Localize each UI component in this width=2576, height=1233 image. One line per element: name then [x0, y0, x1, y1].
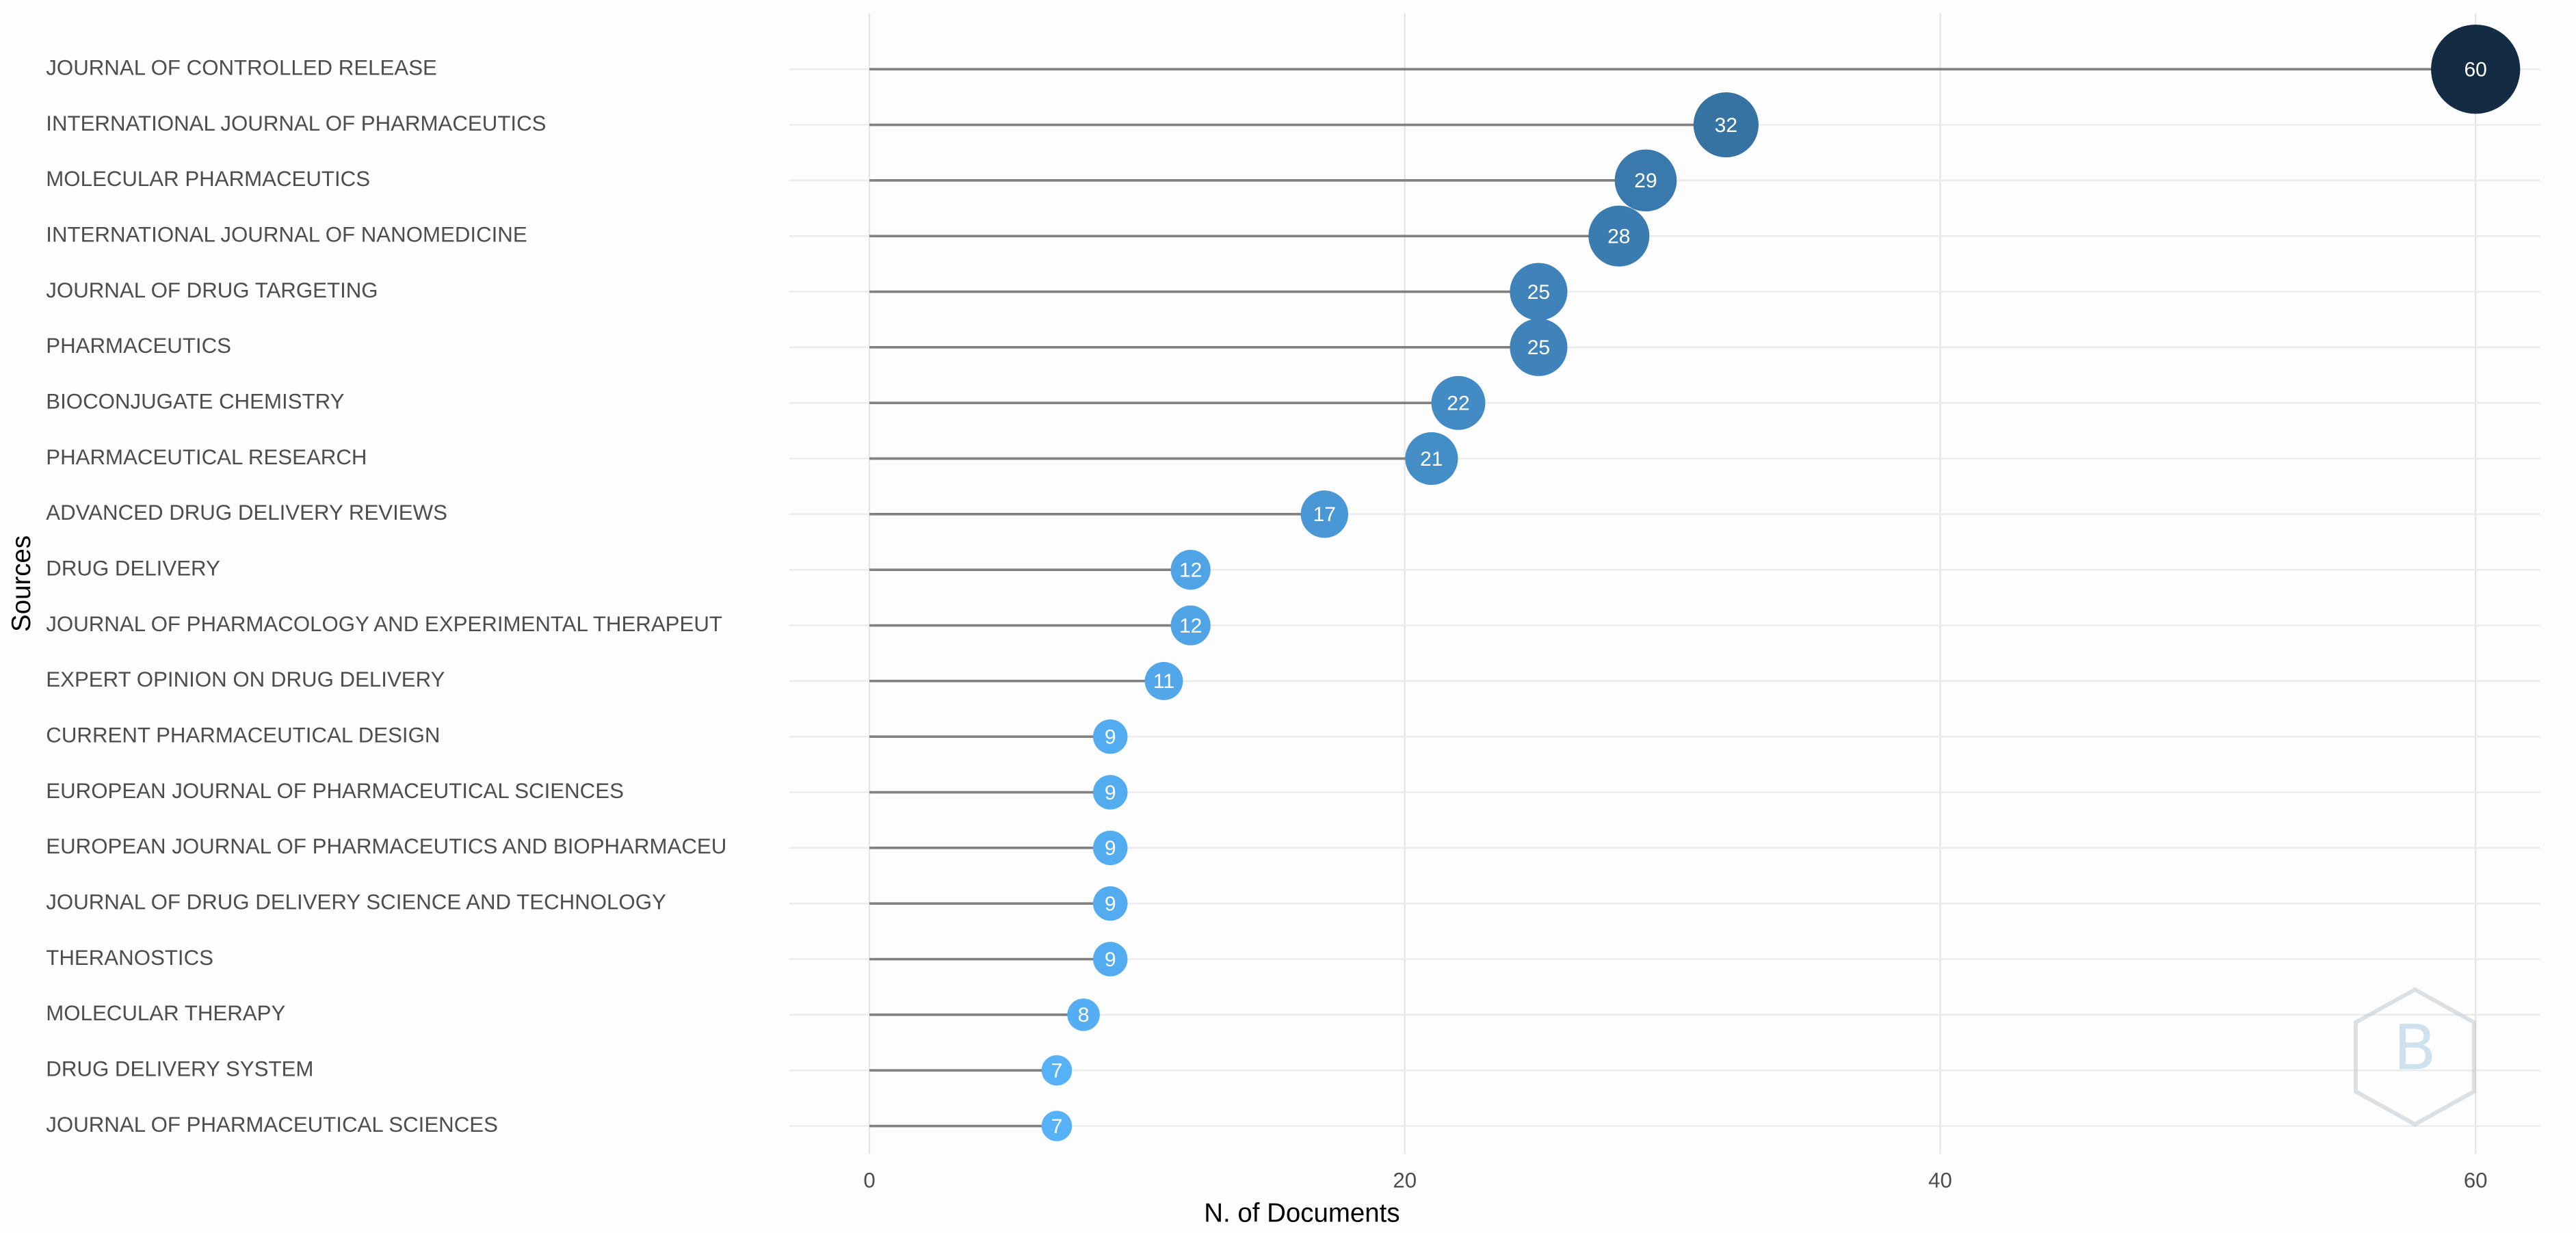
dot: [1170, 550, 1211, 590]
y-tick-label: INTERNATIONAL JOURNAL OF NANOMEDICINE: [46, 222, 527, 246]
value-label: 9: [1105, 782, 1116, 804]
y-axis-title: Sources: [7, 535, 36, 632]
x-tick-label: 60: [2464, 1168, 2488, 1192]
y-tick-label: PHARMACEUTICS: [46, 334, 231, 358]
y-tick-label: THERANOSTICS: [46, 946, 213, 970]
y-tick-label: DRUG DELIVERY SYSTEM: [46, 1057, 313, 1080]
svg-text:B: B: [2393, 1011, 2436, 1084]
dot: [2431, 25, 2521, 114]
x-tick-label: 20: [1393, 1168, 1417, 1192]
dot: [1170, 605, 1211, 646]
value-label: 12: [1179, 559, 1202, 582]
dot: [1041, 1111, 1073, 1141]
y-tick-label: MOLECULAR THERAPY: [46, 1001, 285, 1025]
y-tick-label: ADVANCED DRUG DELIVERY REVIEWS: [46, 501, 447, 525]
y-tick-label: MOLECULAR PHARMACEUTICS: [46, 167, 370, 191]
value-label: 9: [1105, 949, 1116, 971]
y-tick-label: EUROPEAN JOURNAL OF PHARMACEUTICS AND BI…: [46, 834, 726, 858]
value-label: 17: [1313, 503, 1336, 526]
dot: [1092, 830, 1128, 866]
dot: [1510, 263, 1568, 321]
dot: [1614, 149, 1677, 212]
dot: [1041, 1055, 1073, 1086]
value-label: 9: [1105, 726, 1116, 749]
y-tick-label: JOURNAL OF CONTROLLED RELEASE: [46, 55, 437, 79]
value-label: 60: [2464, 59, 2486, 81]
dot: [1405, 432, 1458, 486]
y-tick-label: DRUG DELIVERY: [46, 556, 220, 580]
value-label: 7: [1051, 1115, 1063, 1138]
dot: [1510, 318, 1568, 376]
y-tick-label: JOURNAL OF PHARMACEUTICAL SCIENCES: [46, 1113, 498, 1137]
dot: [1144, 661, 1183, 700]
value-label: 29: [1634, 170, 1657, 192]
dot: [1431, 375, 1486, 430]
value-label: 28: [1607, 226, 1630, 248]
value-label: 8: [1078, 1004, 1090, 1026]
y-tick-label: PHARMACEUTICAL RESEARCH: [46, 445, 367, 469]
dot: [1067, 998, 1100, 1031]
y-tick-label: BIOCONJUGATE CHEMISTRY: [46, 389, 344, 413]
value-label: 7: [1051, 1060, 1063, 1083]
dot: [1092, 942, 1128, 977]
y-tick-label: EUROPEAN JOURNAL OF PHARMACEUTICAL SCIEN…: [46, 779, 624, 803]
y-tick-label: CURRENT PHARMACEUTICAL DESIGN: [46, 723, 440, 747]
dot: [1693, 92, 1759, 158]
value-label: 11: [1153, 670, 1174, 693]
x-tick-label: 40: [1928, 1168, 1952, 1192]
value-label: 32: [1715, 114, 1737, 137]
watermark-logo: B: [2353, 987, 2476, 1127]
dot: [1588, 205, 1650, 267]
dot: [1092, 775, 1128, 810]
x-tick-label: 0: [863, 1168, 875, 1192]
value-label: 9: [1105, 893, 1116, 916]
value-label: 25: [1527, 336, 1550, 359]
value-label: 25: [1527, 281, 1550, 304]
y-tick-label: INTERNATIONAL JOURNAL OF PHARMACEUTICS: [46, 111, 546, 135]
y-tick-label: EXPERT OPINION ON DRUG DELIVERY: [46, 667, 445, 691]
value-label: 22: [1447, 393, 1469, 415]
y-tick-label: JOURNAL OF DRUG DELIVERY SCIENCE AND TEC…: [46, 890, 666, 914]
value-label: 21: [1420, 448, 1443, 470]
x-axis-title: N. of Documents: [1204, 1198, 1399, 1228]
dot: [1092, 886, 1128, 921]
dot: [1300, 490, 1349, 538]
y-tick-label: JOURNAL OF PHARMACOLOGY AND EXPERIMENTAL…: [46, 612, 722, 636]
dot: [1092, 719, 1128, 754]
y-tick-label: JOURNAL OF DRUG TARGETING: [46, 278, 378, 302]
value-label: 12: [1179, 615, 1202, 637]
value-label: 9: [1105, 837, 1116, 860]
